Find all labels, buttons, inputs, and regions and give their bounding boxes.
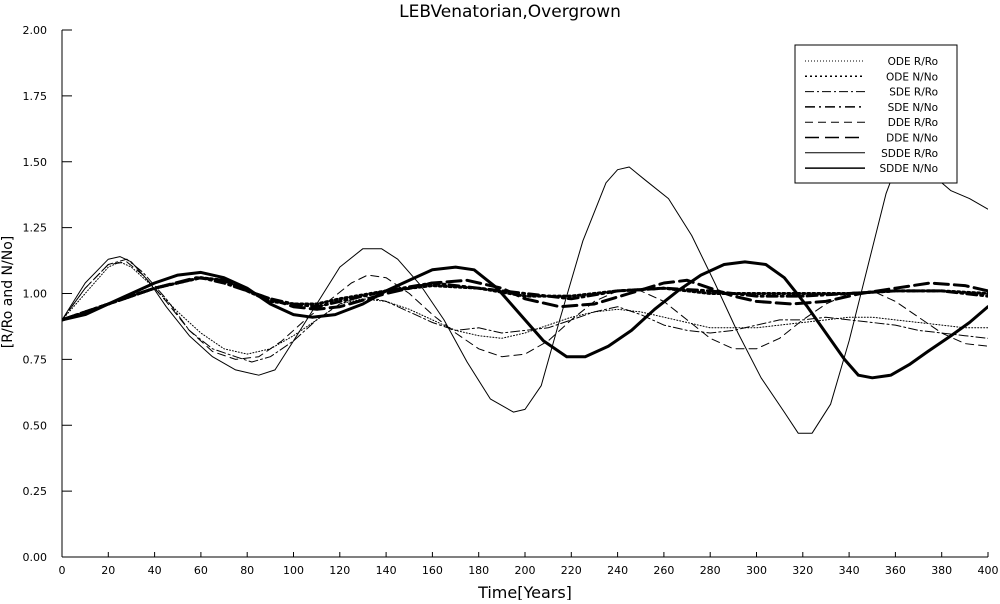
- x-tick-label: 120: [329, 564, 350, 577]
- x-axis-label: Time[Years]: [477, 583, 572, 600]
- series-line-sde-n-no: [62, 276, 988, 322]
- x-tick-label: 140: [376, 564, 397, 577]
- x-tick-label: 360: [885, 564, 906, 577]
- legend-label: SDE N/No: [888, 102, 938, 114]
- y-axis-label: [R/Ro and N/No]: [0, 236, 16, 349]
- x-tick-label: 280: [700, 564, 721, 577]
- chart-title: LEBVenatorian,Overgrown: [399, 2, 621, 22]
- x-tick-label: 240: [607, 564, 628, 577]
- y-tick-label: 0.50: [23, 419, 48, 432]
- legend-label: ODE N/No: [886, 71, 938, 83]
- x-tick-label: 200: [515, 564, 536, 577]
- x-tick-label: 80: [240, 564, 254, 577]
- axes: 0 20 40 60 80 100 120 140 160 180 200 220 240 260 280 3…: [23, 24, 999, 577]
- x-tick-label: 100: [283, 564, 304, 577]
- legend-label: DDE N/No: [886, 133, 938, 145]
- x-tick-label: 20: [101, 564, 115, 577]
- legend: ODE R/Ro ODE N/No SDE R/Ro SDE N/No DDE R/Ro…: [794, 44, 958, 184]
- legend-label: ODE R/Ro: [888, 56, 938, 68]
- series-line-sdde-r-ro: [62, 156, 988, 434]
- legend-box: [794, 44, 958, 184]
- x-tick-label: 400: [978, 564, 999, 577]
- legend-label: SDDE N/No: [880, 163, 938, 175]
- x-tick-label: 300: [746, 564, 767, 577]
- x-tick-label: 220: [561, 564, 582, 577]
- x-tick-label: 320: [792, 564, 813, 577]
- x-tick-label: 160: [422, 564, 443, 577]
- y-tick-label: 0.75: [23, 353, 48, 366]
- y-tick-label: 2.00: [23, 24, 48, 37]
- legend-label: SDE R/Ro: [889, 87, 938, 99]
- x-tick-label: 0: [59, 564, 66, 577]
- x-tick-label: 60: [194, 564, 208, 577]
- series-line-sdde-n-no: [62, 260, 988, 380]
- legend-label: SDDE R/Ro: [881, 148, 938, 160]
- legend-label: DDE R/Ro: [888, 117, 938, 129]
- x-tick-label: 380: [931, 564, 952, 577]
- y-tick-label: 1.75: [23, 90, 48, 103]
- series-layer: [62, 156, 988, 434]
- y-tick-label: 0.25: [23, 485, 48, 498]
- y-tick-label: 1.00: [23, 288, 48, 301]
- y-tick-label: 1.25: [23, 222, 48, 235]
- y-tick-label: 0.00: [23, 551, 48, 564]
- series-line-dde-r-ro: [62, 261, 988, 360]
- x-tick-label: 340: [839, 564, 860, 577]
- x-tick-label: 40: [148, 564, 162, 577]
- y-tick-label: 1.50: [23, 156, 48, 169]
- series-line-sde-r-ro: [62, 258, 988, 363]
- x-tick-label: 180: [468, 564, 489, 577]
- series-line-ode-r-ro: [62, 261, 988, 355]
- series-line-dde-n-no: [62, 276, 988, 322]
- x-tick-label: 260: [653, 564, 674, 577]
